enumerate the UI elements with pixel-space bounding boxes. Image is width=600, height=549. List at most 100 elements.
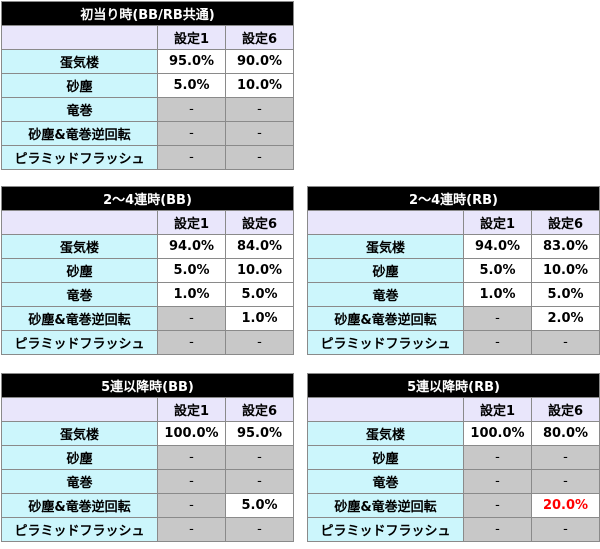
value-setting1: - bbox=[463, 306, 532, 331]
row-label: 砂塵 bbox=[1, 258, 158, 283]
table-header-row: 設定1 設定6 bbox=[1, 210, 295, 235]
table-title-row: 5連以降時(BB) bbox=[1, 373, 294, 398]
value-setting6: - bbox=[225, 445, 294, 470]
row-label: 蛋気楼 bbox=[307, 234, 464, 259]
header-blank bbox=[1, 210, 158, 235]
value-setting1: - bbox=[157, 493, 226, 518]
value-setting1: 100.0% bbox=[463, 421, 532, 446]
table-row: 竜巻 - - bbox=[1, 97, 294, 122]
value-setting1: - bbox=[463, 445, 532, 470]
row-label: 砂塵&竜巻逆回転 bbox=[1, 493, 158, 518]
table-row: 蛋気楼 95.0% 90.0% bbox=[1, 49, 294, 74]
table-5plus-rb: 5連以降時(RB) 設定1 設定6 蛋気楼 100.0% 80.0% 砂塵 - … bbox=[306, 373, 600, 542]
table-title-row: 初当り時(BB/RB共通) bbox=[1, 1, 294, 26]
value-setting1: - bbox=[157, 517, 226, 542]
value-setting1: - bbox=[157, 121, 226, 146]
table-title: 2～4連時(BB) bbox=[0, 186, 295, 211]
table-header-row: 設定1 設定6 bbox=[1, 397, 294, 422]
value-setting1: - bbox=[157, 445, 226, 470]
row-label: 竜巻 bbox=[1, 469, 158, 494]
header-setting1: 設定1 bbox=[463, 210, 532, 235]
value-setting6: - bbox=[225, 97, 294, 122]
table-first-hit: 初当り時(BB/RB共通) 設定1 設定6 蛋気楼 95.0% 90.0% 砂塵… bbox=[1, 1, 294, 170]
value-setting6: - bbox=[530, 517, 600, 542]
table-row: 蛋気楼 100.0% 80.0% bbox=[307, 421, 600, 446]
table-title-row: 2～4連時(RB) bbox=[307, 186, 600, 211]
header-blank bbox=[1, 25, 158, 50]
row-label: ピラミッドフラッシュ bbox=[1, 145, 158, 170]
table-title: 5連以降時(BB) bbox=[1, 373, 294, 398]
header-setting6: 設定6 bbox=[225, 25, 294, 50]
table-title-row: 5連以降時(RB) bbox=[306, 373, 600, 398]
header-blank bbox=[307, 397, 464, 422]
value-setting6: - bbox=[225, 517, 294, 542]
value-setting6: 5.0% bbox=[531, 282, 600, 307]
value-setting6: - bbox=[530, 445, 600, 470]
table-row: 蛋気楼 94.0% 83.0% bbox=[307, 234, 600, 259]
value-setting6: 10.0% bbox=[224, 258, 295, 283]
table-title-row: 2～4連時(BB) bbox=[0, 186, 295, 211]
value-setting1: - bbox=[157, 97, 226, 122]
row-label: 蛋気楼 bbox=[1, 234, 158, 259]
value-setting1: 94.0% bbox=[463, 234, 532, 259]
row-label: 蛋気楼 bbox=[1, 49, 158, 74]
table-row: ピラミッドフラッシュ - - bbox=[307, 517, 600, 542]
header-setting6: 設定6 bbox=[225, 397, 294, 422]
table-row: 竜巻 1.0% 5.0% bbox=[1, 282, 295, 307]
value-setting6: 2.0% bbox=[531, 306, 600, 331]
value-setting1: - bbox=[463, 517, 532, 542]
value-setting6: - bbox=[225, 145, 294, 170]
table-row: 竜巻 - - bbox=[1, 469, 294, 494]
value-setting6: 90.0% bbox=[225, 49, 294, 74]
row-label: 蛋気楼 bbox=[1, 421, 158, 446]
value-setting6: 1.0% bbox=[224, 306, 295, 331]
table-row: 蛋気楼 100.0% 95.0% bbox=[1, 421, 294, 446]
value-setting1: 1.0% bbox=[157, 282, 226, 307]
table-row: 砂塵 - - bbox=[1, 445, 294, 470]
row-label: ピラミッドフラッシュ bbox=[307, 517, 464, 542]
row-label: 竜巻 bbox=[307, 282, 464, 307]
value-setting1: 5.0% bbox=[463, 258, 532, 283]
table-row: 蛋気楼 94.0% 84.0% bbox=[1, 234, 295, 259]
table-title: 2～4連時(RB) bbox=[307, 186, 600, 211]
row-label: 蛋気楼 bbox=[307, 421, 464, 446]
row-label: 竜巻 bbox=[1, 97, 158, 122]
header-setting6: 設定6 bbox=[224, 210, 295, 235]
value-setting1: 94.0% bbox=[157, 234, 226, 259]
table-header-row: 設定1 設定6 bbox=[1, 25, 294, 50]
value-setting6: 95.0% bbox=[225, 421, 294, 446]
table-header-row: 設定1 設定6 bbox=[307, 210, 600, 235]
value-setting6: 84.0% bbox=[224, 234, 295, 259]
row-label: 砂塵&竜巻逆回転 bbox=[307, 493, 464, 518]
header-setting1: 設定1 bbox=[463, 397, 532, 422]
row-label: 砂塵&竜巻逆回転 bbox=[1, 121, 158, 146]
table-row: 砂塵&竜巻逆回転 - - bbox=[1, 121, 294, 146]
value-setting6: - bbox=[530, 469, 600, 494]
row-label: ピラミッドフラッシュ bbox=[1, 517, 158, 542]
row-label: 砂塵&竜巻逆回転 bbox=[307, 306, 464, 331]
row-label: 砂塵 bbox=[1, 445, 158, 470]
table-header-row: 設定1 設定6 bbox=[307, 397, 600, 422]
value-setting6: 5.0% bbox=[224, 282, 295, 307]
value-setting6: - bbox=[224, 330, 295, 355]
table-row: ピラミッドフラッシュ - - bbox=[1, 145, 294, 170]
table-row: ピラミッドフラッシュ - - bbox=[307, 330, 600, 355]
header-setting1: 設定1 bbox=[157, 25, 226, 50]
row-label: 砂塵 bbox=[307, 445, 464, 470]
value-setting1: 95.0% bbox=[157, 49, 226, 74]
value-setting6: - bbox=[531, 330, 600, 355]
row-label: 砂塵&竜巻逆回転 bbox=[1, 306, 158, 331]
table-row: 砂塵 - - bbox=[307, 445, 600, 470]
row-label: 砂塵 bbox=[1, 73, 158, 98]
table-row: ピラミッドフラッシュ - - bbox=[1, 330, 295, 355]
table-row: 砂塵&竜巻逆回転 - 20.0% bbox=[307, 493, 600, 518]
value-setting1: 5.0% bbox=[157, 258, 226, 283]
table-row: 砂塵 5.0% 10.0% bbox=[1, 73, 294, 98]
row-label: ピラミッドフラッシュ bbox=[307, 330, 464, 355]
header-blank bbox=[307, 210, 464, 235]
table-row: 砂塵&竜巻逆回転 - 1.0% bbox=[1, 306, 295, 331]
row-label: 竜巻 bbox=[307, 469, 464, 494]
value-setting1: 5.0% bbox=[157, 73, 226, 98]
header-setting6: 設定6 bbox=[531, 210, 600, 235]
table-row: 砂塵 5.0% 10.0% bbox=[307, 258, 600, 283]
